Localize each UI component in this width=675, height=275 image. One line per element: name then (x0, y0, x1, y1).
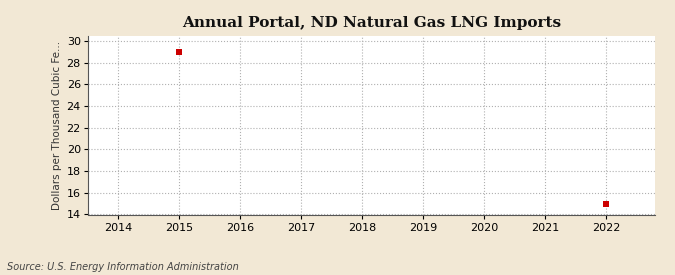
Text: Source: U.S. Energy Information Administration: Source: U.S. Energy Information Administ… (7, 262, 238, 272)
Y-axis label: Dollars per Thousand Cubic Fe...: Dollars per Thousand Cubic Fe... (53, 40, 62, 210)
Title: Annual Portal, ND Natural Gas LNG Imports: Annual Portal, ND Natural Gas LNG Import… (182, 16, 561, 31)
